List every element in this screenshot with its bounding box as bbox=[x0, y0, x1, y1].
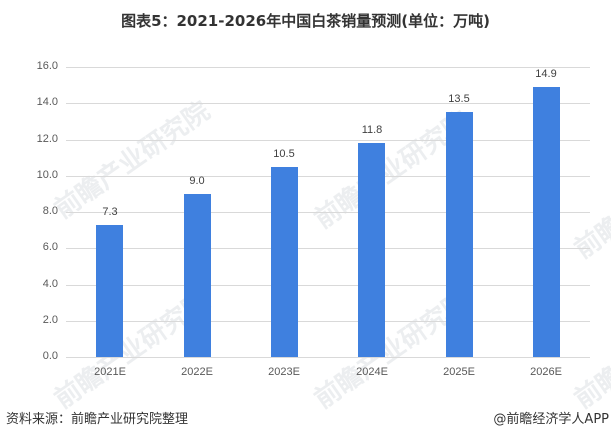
watermark: 前瞻产业研究院 bbox=[569, 136, 611, 266]
bar-2025E bbox=[446, 112, 473, 357]
y-tick-label: 16.0 bbox=[36, 60, 58, 72]
x-tick-label: 2025E bbox=[443, 366, 475, 378]
y-tick-label: 10.0 bbox=[36, 169, 58, 181]
x-tick-label: 2022E bbox=[181, 366, 213, 378]
bar-2022E bbox=[184, 194, 211, 357]
x-tick-label: 2021E bbox=[94, 366, 126, 378]
gridline bbox=[66, 212, 590, 213]
value-label: 9.0 bbox=[189, 175, 205, 187]
y-tick-label: 6.0 bbox=[42, 241, 58, 253]
watermark: 前瞻产业研究院 bbox=[569, 286, 611, 416]
bar-2024E bbox=[358, 143, 385, 357]
gridline bbox=[66, 140, 590, 141]
y-tick-label: 4.0 bbox=[42, 278, 58, 290]
value-label: 14.9 bbox=[535, 68, 557, 80]
y-tick-label: 14.0 bbox=[36, 96, 58, 108]
bar-2023E bbox=[271, 167, 298, 357]
value-label: 10.5 bbox=[273, 148, 295, 160]
value-label: 7.3 bbox=[102, 206, 118, 218]
value-label: 13.5 bbox=[448, 93, 470, 105]
gridline bbox=[66, 67, 590, 68]
credit-note: @前瞻经济学人APP bbox=[493, 412, 609, 427]
value-label: 11.8 bbox=[361, 124, 383, 136]
gridline bbox=[66, 321, 590, 322]
x-tick-label: 2024E bbox=[356, 366, 388, 378]
bar-2021E bbox=[96, 225, 123, 357]
gridline bbox=[66, 176, 590, 177]
y-tick-label: 8.0 bbox=[42, 205, 58, 217]
y-tick-label: 12.0 bbox=[36, 133, 58, 145]
bar-2026E bbox=[533, 87, 560, 357]
gridline bbox=[66, 285, 590, 286]
y-tick-label: 2.0 bbox=[42, 314, 58, 326]
x-tick-label: 2026E bbox=[530, 366, 562, 378]
x-tick-label: 2023E bbox=[268, 366, 300, 378]
gridline bbox=[66, 103, 590, 104]
gridline bbox=[66, 248, 590, 249]
chart-title: 图表5：2021-2026年中国白茶销量预测(单位：万吨) bbox=[121, 12, 490, 30]
y-tick-label: 0.0 bbox=[42, 350, 58, 362]
gridline bbox=[66, 357, 590, 358]
source-note: 资料来源：前瞻产业研究院整理 bbox=[6, 412, 189, 427]
